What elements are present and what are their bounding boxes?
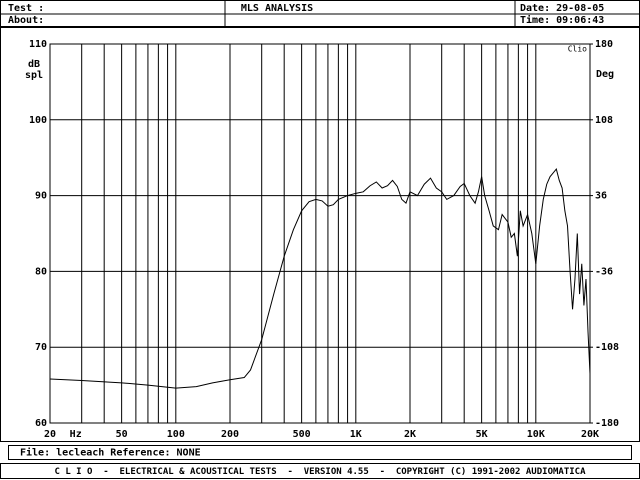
x-axis-label: Hz xyxy=(70,429,82,440)
x-tick-label: 20K xyxy=(581,429,599,440)
y-tick-label: 80 xyxy=(35,266,47,277)
file-box xyxy=(8,445,632,460)
file-info: File: lecleach Reference: NONE xyxy=(20,447,201,459)
y2-tick-label: -180 xyxy=(595,418,619,429)
x-tick-label: 5K xyxy=(476,429,488,440)
credits: C L I O - ELECTRICAL & ACOUSTICAL TESTS … xyxy=(54,467,586,477)
x-tick-label: 500 xyxy=(293,429,311,440)
y2-tick-label: 36 xyxy=(595,191,607,202)
y2-tick-label: -108 xyxy=(595,342,619,353)
time: Time: 09:06:43 xyxy=(520,14,604,26)
y-tick-label: 60 xyxy=(35,418,47,429)
window-title: MLS ANALYSIS xyxy=(241,3,313,14)
x-tick-label: 200 xyxy=(221,429,239,440)
y-axis-label: spl xyxy=(25,70,43,81)
x-tick-label: 20 xyxy=(44,429,56,440)
y-tick-label: 100 xyxy=(29,115,47,126)
y2-tick-label: -36 xyxy=(595,266,613,277)
annotation: Clio xyxy=(568,45,587,54)
x-tick-label: 1K xyxy=(350,429,362,440)
x-tick-label: 2K xyxy=(404,429,416,440)
response-curve xyxy=(49,167,591,389)
x-tick-label: 50 xyxy=(116,429,128,440)
about-label: About: xyxy=(8,15,44,26)
y-axis-label: dB xyxy=(28,59,40,70)
x-tick-label: 10K xyxy=(527,429,545,440)
y-tick-label: 90 xyxy=(35,191,47,202)
y2-tick-label: 108 xyxy=(595,115,613,126)
plot: 20 50 100 200 500 1K 2K 5K 10K 20K Hz 60 70 80 90 100 11… xyxy=(25,39,619,440)
y2-tick-label: 180 xyxy=(595,39,613,50)
y-tick-label: 110 xyxy=(29,39,47,50)
date: Date: 29-08-05 xyxy=(520,3,604,14)
x-tick-label: 100 xyxy=(167,429,185,440)
y-tick-label: 70 xyxy=(35,342,47,353)
y2-axis-label: Deg xyxy=(596,69,614,80)
test-label: Test : xyxy=(8,3,44,14)
